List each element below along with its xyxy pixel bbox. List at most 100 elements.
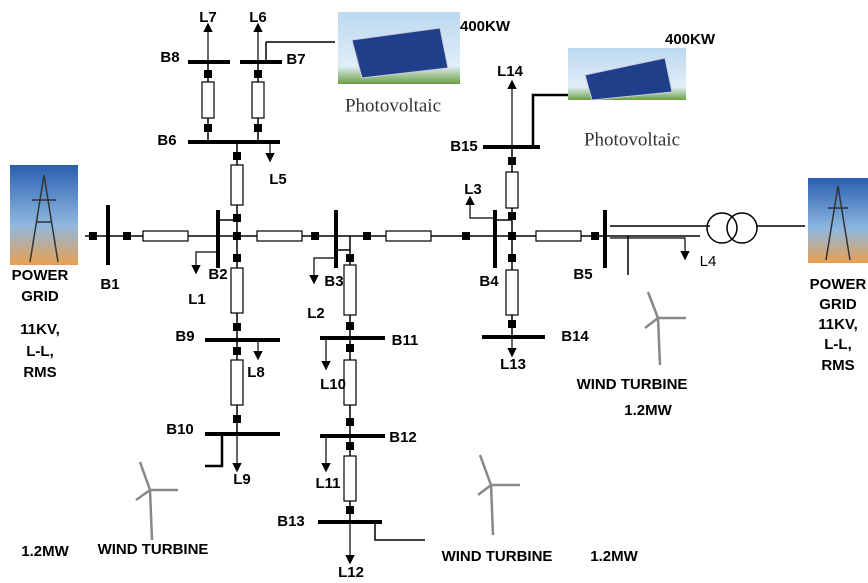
- load-label: L14: [497, 63, 524, 80]
- grid-label: POWER: [12, 267, 69, 284]
- line-segment: [205, 434, 222, 466]
- grid-label: 11KV,: [20, 321, 60, 338]
- component: [508, 254, 516, 262]
- component: [233, 152, 241, 160]
- bus-label: B12: [389, 429, 417, 446]
- component: [462, 232, 470, 240]
- load-label: L4: [700, 253, 717, 270]
- component: [506, 172, 518, 208]
- component: [10, 165, 78, 265]
- pv-label: Photovoltaic: [345, 95, 441, 116]
- grid-label: GRID: [819, 296, 857, 313]
- line-segment: [375, 522, 425, 540]
- component: [344, 456, 356, 501]
- turbine-label: 1.2MW: [590, 548, 638, 565]
- component: [591, 232, 599, 240]
- component: [386, 231, 431, 241]
- line-segment: [645, 292, 686, 365]
- line-segment: [610, 238, 685, 258]
- lines: [143, 82, 581, 501]
- component: [233, 254, 241, 262]
- load-label: L8: [247, 364, 265, 381]
- component: [231, 360, 243, 405]
- grid-label: L-L,: [26, 343, 54, 360]
- grid-label: RMS: [821, 357, 854, 374]
- diagram: B1 B2 B3 B4 B5 B6 B7 B8 B9 B10 B11 B12 B13 B14 B15 L1 L2…: [0, 0, 868, 583]
- load-label: L3: [464, 181, 482, 198]
- load-label: L2: [307, 305, 325, 322]
- turbine-label: 1.2MW: [624, 402, 672, 419]
- component: [508, 320, 516, 328]
- component: [257, 231, 302, 241]
- pv-label: 400KW: [665, 31, 716, 48]
- load-label: L6: [249, 9, 267, 26]
- line-segment: [533, 95, 568, 147]
- component: [233, 415, 241, 423]
- load-label: L10: [320, 376, 346, 393]
- bus-label: B14: [561, 328, 589, 345]
- load-label: L13: [500, 356, 526, 373]
- bus-label: B5: [573, 266, 592, 283]
- load-label: L1: [188, 291, 206, 308]
- component: [346, 442, 354, 450]
- component: [808, 178, 868, 263]
- component: [508, 232, 516, 240]
- bus-label: B9: [175, 328, 194, 345]
- bus-label: B3: [324, 273, 343, 290]
- pv-label: Photovoltaic: [584, 129, 680, 150]
- grid-label: POWER: [810, 276, 867, 293]
- grid-pictures: [10, 165, 868, 265]
- component: [346, 322, 354, 330]
- line-segment: [478, 455, 520, 535]
- component: [536, 231, 581, 241]
- labels: B1 B2 B3 B4 B5 B6 B7 B8 B9 B10 B11 B12 B13 B14 B15 L1 L2…: [12, 9, 867, 581]
- component: [233, 232, 241, 240]
- component: [363, 232, 371, 240]
- bus-label: B11: [392, 332, 419, 349]
- component: [344, 265, 356, 315]
- component: [346, 418, 354, 426]
- component: [254, 124, 262, 132]
- bus-label: B15: [450, 138, 478, 155]
- bus-label: B7: [286, 51, 305, 68]
- line-segment: [707, 213, 737, 243]
- component: [204, 70, 212, 78]
- component: [233, 214, 241, 222]
- bus-label: B6: [157, 132, 176, 149]
- bus-label: B4: [479, 273, 499, 290]
- component: [311, 232, 319, 240]
- component: [508, 157, 516, 165]
- component: [346, 254, 354, 262]
- component: [506, 270, 518, 315]
- component: [252, 82, 264, 118]
- component: [233, 347, 241, 355]
- wind-turbines: [136, 292, 686, 540]
- load-label: L12: [338, 564, 364, 581]
- bus-label: B2: [208, 266, 227, 283]
- component: [202, 82, 214, 118]
- component: [89, 232, 97, 240]
- turbine-label: WIND TURBINE: [577, 376, 688, 393]
- component: [346, 344, 354, 352]
- grid-label: 11KV,: [818, 316, 858, 333]
- grid-label: L-L,: [824, 336, 852, 353]
- component: [123, 232, 131, 240]
- bus-label: B8: [160, 49, 179, 66]
- bus-label: B10: [166, 421, 194, 438]
- bus-label: B1: [100, 276, 119, 293]
- line-segment: [136, 462, 178, 540]
- line-segment: [727, 213, 757, 243]
- pv-label: 400KW: [460, 18, 511, 35]
- component: [254, 70, 262, 78]
- component: [508, 212, 516, 220]
- line-segment: [470, 198, 495, 218]
- turbine-label: WIND TURBINE: [98, 541, 209, 558]
- turbine-label: WIND TURBINE: [442, 548, 553, 565]
- component: [231, 165, 243, 205]
- component: [233, 323, 241, 331]
- load-label: L11: [315, 475, 340, 492]
- component: [346, 506, 354, 514]
- bus-label: B13: [277, 513, 305, 530]
- component: [231, 268, 243, 313]
- grid-label: GRID: [21, 288, 59, 305]
